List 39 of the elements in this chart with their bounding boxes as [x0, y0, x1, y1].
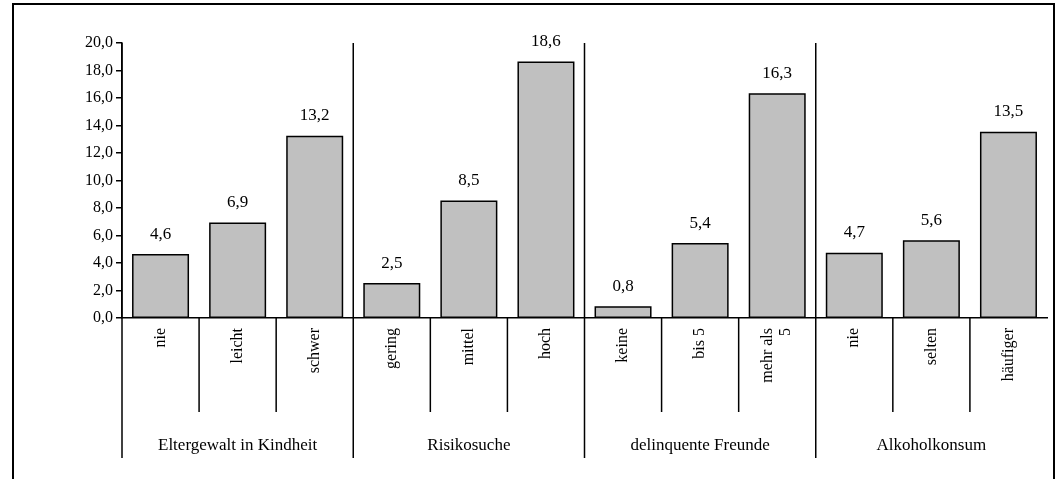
data-label: 13,2 [299, 105, 330, 125]
x-tick-label: nie [844, 328, 862, 348]
data-label: 18,6 [531, 31, 561, 51]
x-tick-label: schwer [304, 327, 322, 374]
text: Alkoholkonsum [876, 435, 987, 455]
x-tick-label: mehr als 5 [758, 328, 794, 383]
data-label: 8,5 [458, 170, 480, 190]
data-label: 0,8 [612, 275, 634, 295]
x-tick-label: nie [150, 328, 168, 348]
x-tick-label: bis 5 [690, 328, 708, 359]
data-label: 16,3 [762, 62, 793, 82]
data-label: 13,5 [993, 101, 1024, 121]
text: Risikosuche [427, 435, 511, 455]
y-tick-label: 2,0 [93, 280, 113, 298]
data-label: 6,9 [227, 192, 249, 212]
y-tick-label: 12,0 [85, 143, 113, 161]
y-tick-label: 16,0 [85, 88, 113, 106]
data-label: 5,4 [689, 212, 712, 232]
x-tick-label: leicht [227, 327, 245, 364]
y-tick-label: 6,0 [93, 225, 113, 243]
x-tick-label: mittel [459, 327, 477, 366]
x-tick-label: gering [381, 328, 400, 369]
x-tick-label: häufiger [998, 327, 1017, 382]
y-tick-label: 18,0 [85, 60, 113, 78]
y-tick-label: 4,0 [93, 253, 113, 271]
text: delinquente Freunde [630, 435, 770, 455]
x-tick-label: hoch [536, 328, 554, 360]
data-label: 4,7 [843, 222, 866, 242]
data-label: 4,6 [149, 223, 172, 243]
data-label: 2,5 [381, 252, 403, 272]
y-tick-label: 14,0 [85, 115, 113, 133]
x-tick-label: selten [921, 328, 939, 366]
x-tick-label: keine [613, 328, 631, 363]
y-tick-label: 0,0 [93, 308, 113, 326]
data-label: 5,6 [920, 209, 942, 229]
text: Eltergewalt in Kindheit [157, 435, 318, 455]
y-tick-label: 8,0 [93, 198, 113, 216]
y-tick-label: 20,0 [85, 33, 113, 51]
y-tick-label: 10,0 [85, 170, 113, 188]
